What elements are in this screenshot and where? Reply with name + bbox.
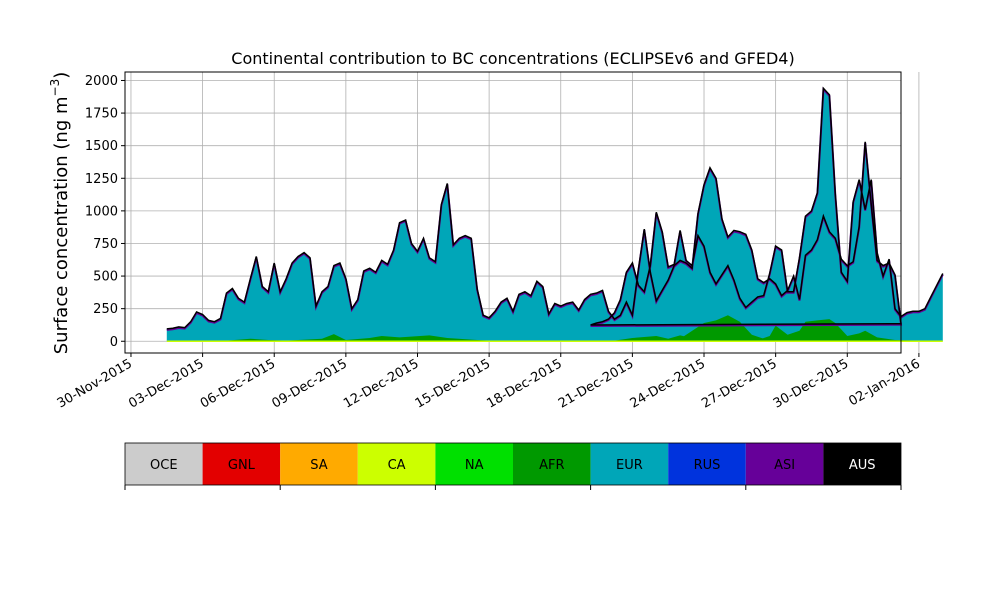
afr-area xyxy=(166,315,943,342)
legend-label-sa: SA xyxy=(310,458,327,473)
y-axis-label: Surface concentration (ng m−3) xyxy=(48,72,72,355)
legend-label-na: NA xyxy=(465,458,484,473)
x-tick-label: 09-Dec-2015 xyxy=(269,356,349,411)
x-axis-ticks: 30-Nov-201503-Dec-201506-Dec-201509-Dec-… xyxy=(55,353,923,412)
plot-area: 0 250 500 750 1000 1250 1500 1750 2000 30-Nov-20… xyxy=(55,71,944,412)
x-tick-label: 27-Dec-2015 xyxy=(699,356,779,411)
legend-swatch-rus xyxy=(668,443,746,485)
x-tick-label: 30-Nov-2015 xyxy=(55,356,135,411)
legend-swatch-gnl xyxy=(202,443,281,485)
legend-label-gnl: GNL xyxy=(228,458,256,473)
stacked-areas xyxy=(166,86,944,343)
legend-swatch-ca xyxy=(357,443,436,485)
legend-label-rus: RUS xyxy=(694,458,721,473)
legend-swatch-sa xyxy=(280,443,358,485)
legend-swatch-afr xyxy=(513,443,591,485)
x-tick-label: 21-Dec-2015 xyxy=(556,356,636,411)
y-tick-label: 1250 xyxy=(85,172,118,187)
x-tick-label: 18-Dec-2015 xyxy=(484,356,564,411)
legend-label-afr: AFR xyxy=(539,458,564,473)
y-tick-label: 500 xyxy=(93,270,118,285)
x-tick-label: 03-Dec-2015 xyxy=(126,356,206,411)
x-tick-label: 24-Dec-2015 xyxy=(628,356,708,411)
y-axis-label-exponent: −3 xyxy=(48,79,62,97)
y-axis-label-close: ) xyxy=(51,72,72,79)
y-axis-ticks: 0 250 500 750 1000 1250 1500 1750 2000 xyxy=(85,74,125,350)
y-tick-label: 1000 xyxy=(85,204,118,219)
y-tick-label: 750 xyxy=(93,237,118,252)
legend-frame xyxy=(124,442,902,486)
x-tick-label: 15-Dec-2015 xyxy=(413,356,493,411)
legend-label-aus: AUS xyxy=(849,458,876,473)
legend-swatch-eur xyxy=(590,443,669,485)
y-tick-label: 1500 xyxy=(85,139,118,154)
chart-title: Continental contribution to BC concentra… xyxy=(231,49,794,68)
y-tick-label: 1750 xyxy=(85,107,118,122)
y-tick-label: 0 xyxy=(110,335,118,350)
legend-label-eur: EUR xyxy=(616,458,643,473)
legend-swatch-oce xyxy=(125,443,203,485)
eur-area xyxy=(166,88,943,342)
axes-frame xyxy=(124,71,902,354)
x-tick-label: 30-Dec-2015 xyxy=(771,356,851,411)
y-axis-label-text: Surface concentration (ng m xyxy=(51,96,72,354)
region-legend-bar: OCE GNL SA CA NA AFR EUR RUS ASI AUS xyxy=(124,442,902,490)
legend-label-oce: OCE xyxy=(150,458,178,473)
legend-label-asi: ASI xyxy=(774,458,795,473)
legend-label-ca: CA xyxy=(388,458,406,473)
y-tick-label: 250 xyxy=(93,302,118,317)
legend-swatch-na xyxy=(435,443,513,485)
x-tick-label: 02-Jan-2016 xyxy=(846,356,923,409)
legend-swatch-aus xyxy=(823,443,901,485)
legend-swatch-asi xyxy=(745,443,824,485)
y-tick-label: 2000 xyxy=(85,74,118,89)
x-tick-label: 12-Dec-2015 xyxy=(341,356,421,411)
total-outline xyxy=(166,86,944,330)
x-tick-label: 06-Dec-2015 xyxy=(198,356,278,411)
